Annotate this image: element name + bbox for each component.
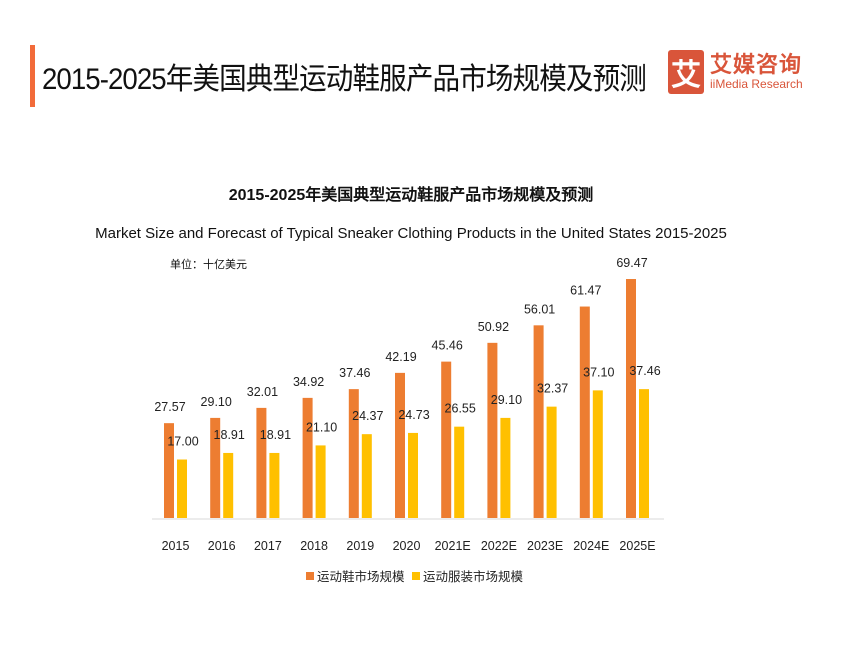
value-label-shoes-2023E: 56.01 [524,302,555,316]
x-tick-label: 2018 [300,539,328,553]
page-title: 2015-2025年美国典型运动鞋服产品市场规模及预测 [42,63,647,96]
value-label-apparel-2019: 24.37 [352,409,383,423]
bar-shoes-2024E [579,306,590,518]
value-label-shoes-2025E: 69.47 [616,256,647,270]
value-label-apparel-2016: 18.91 [214,428,245,442]
value-label-shoes-2016: 29.10 [201,395,232,409]
bar-shoes-2018 [302,397,313,518]
bar-apparel-2022E [500,417,511,518]
bar-apparel-2025E [639,389,649,518]
value-label-shoes-2019: 37.46 [339,366,370,380]
bar-apparel-2015 [177,459,187,518]
value-label-apparel-2015: 17.00 [167,435,198,449]
legend-label-shoes: 运动鞋市场规模 [317,569,405,584]
x-tick-label: 2019 [346,539,374,553]
value-label-apparel-2017: 18.91 [260,428,291,442]
value-label-shoes-2015: 27.57 [154,400,185,414]
value-label-shoes-2018: 34.92 [293,375,324,389]
title-accent-bar [30,45,35,107]
x-tick-label: 2022E [481,539,517,553]
x-ticks-group: 2015 2016 2017 2018 2019 2020 2021E 2022E 2023E 2… [162,539,656,553]
x-tick-label: 2023E [527,539,563,553]
unit-label: 单位：十亿美元 [170,257,247,271]
bar-shoes-2021E [441,361,452,518]
bar-apparel-2024E [592,390,603,518]
x-tick-label: 2021E [435,539,471,553]
value-label-apparel-2024E: 37.10 [583,365,614,379]
value-label-apparel-2023E: 32.37 [537,382,568,396]
value-label-shoes-2024E: 61.47 [570,284,601,298]
bar-apparel-2017 [269,452,280,518]
value-label-apparel-2022E: 29.10 [491,393,522,407]
logo-mark-icon: 艾 [668,50,704,94]
legend-swatch-shoes [306,572,314,580]
chart-subtitle: Market Size and Forecast of Typical Snea… [95,225,727,242]
value-label-apparel-2018: 21.10 [306,420,337,434]
logo-name-cn: 艾媒咨询 [710,52,803,77]
bar-shoes-2020 [395,372,405,518]
chart-title: 2015-2025年美国典型运动鞋服产品市场规模及预测 [229,185,594,204]
legend-label-apparel: 运动服装市场规模 [423,569,524,584]
bar-shoes-2025E [626,279,636,518]
x-tick-label: 2025E [619,539,655,553]
bar-apparel-2019 [361,434,372,518]
bar-shoes-2019 [348,389,359,518]
bar-apparel-2016 [223,452,234,518]
legend: 运动鞋市场规模 运动服装市场规模 [306,569,524,584]
bar-shoes-2015 [164,423,174,518]
legend-swatch-apparel [412,572,420,580]
x-tick-label: 2020 [393,539,421,553]
bar-shoes-2017 [256,407,267,518]
x-tick-label: 2024E [573,539,609,553]
logo-name-en: iiMedia Research [710,77,803,91]
logo: 艾 艾媒咨询 iiMedia Research [668,50,803,94]
bar-apparel-2018 [315,445,326,518]
value-label-shoes-2017: 32.01 [247,385,278,399]
value-label-apparel-2021E: 26.55 [445,402,476,416]
value-label-shoes-2021E: 45.46 [432,339,463,353]
value-label-apparel-2025E: 37.46 [629,364,660,378]
bars-group: 27.57 17.00 29.10 18.91 32.01 18.91 34.92 21.10… [154,256,661,518]
bar-shoes-2022E [487,342,498,518]
bar-apparel-2023E [546,406,557,518]
value-label-shoes-2022E: 50.92 [478,320,509,334]
x-tick-label: 2016 [208,539,236,553]
bar-apparel-2020 [408,432,418,518]
logo-text: 艾媒咨询 iiMedia Research [710,52,803,92]
value-label-apparel-2020: 24.73 [398,408,429,422]
value-label-shoes-2020: 42.19 [385,350,416,364]
bar-apparel-2021E [454,426,465,518]
bar-shoes-2023E [533,325,544,518]
x-tick-label: 2017 [254,539,282,553]
bar-shoes-2016 [210,417,221,518]
x-tick-label: 2015 [162,539,190,553]
